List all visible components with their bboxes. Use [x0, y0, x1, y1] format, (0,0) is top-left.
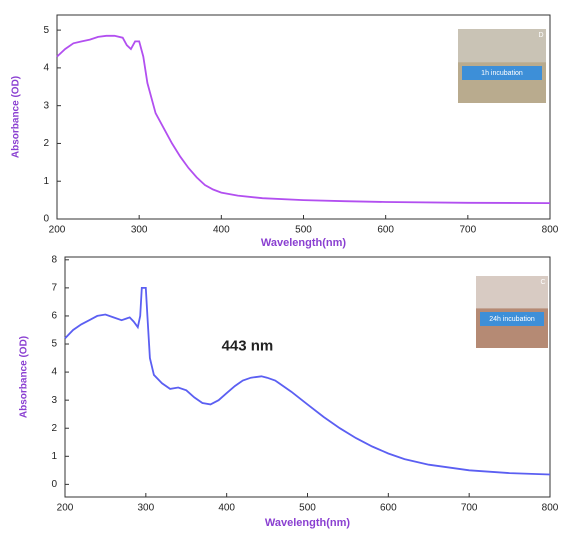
- x-tick-label: 800: [542, 225, 559, 236]
- x-tick-label: 600: [377, 225, 394, 236]
- data-line: [56, 34, 551, 204]
- y-tick-label: 4: [43, 63, 49, 74]
- x-axis-label: Wavelength(nm): [265, 517, 350, 529]
- x-tick-label: 200: [49, 225, 66, 236]
- x-tick-label: 500: [295, 225, 312, 236]
- peak-annotation: 443 nm: [222, 337, 274, 354]
- x-tick-label: 200: [57, 503, 74, 514]
- y-tick-label: 0: [51, 479, 57, 490]
- inset-band: [462, 66, 542, 80]
- x-tick-label: 700: [461, 503, 478, 514]
- data-line: [64, 287, 551, 476]
- y-axis-label: Absorbance (OD): [19, 336, 30, 418]
- inset-letter: C: [540, 279, 545, 286]
- y-tick-label: 2: [43, 138, 49, 149]
- y-tick-label: 3: [51, 395, 57, 406]
- y-tick-label: 0: [43, 214, 49, 225]
- inset-flask-top: [476, 276, 548, 309]
- y-tick-label: 2: [51, 423, 57, 434]
- y-tick-label: 3: [43, 100, 49, 111]
- y-tick-label: 4: [51, 367, 57, 378]
- x-tick-label: 300: [137, 503, 154, 514]
- y-tick-label: 8: [51, 254, 57, 265]
- inset-flask-top: [458, 29, 546, 63]
- x-tick-label: 800: [542, 503, 559, 514]
- y-tick-label: 5: [51, 339, 57, 350]
- x-tick-label: 400: [218, 503, 235, 514]
- y-tick-label: 1: [51, 451, 57, 462]
- inset-letter: D: [538, 32, 543, 39]
- inset-band: [480, 312, 544, 326]
- inset-label: 1h incubation: [481, 70, 523, 77]
- y-axis-label: Absorbance (OD): [11, 76, 22, 158]
- x-tick-label: 600: [380, 503, 397, 514]
- y-tick-label: 1: [43, 176, 49, 187]
- x-tick-label: 500: [299, 503, 316, 514]
- y-tick-label: 7: [51, 283, 57, 294]
- y-tick-label: 5: [43, 25, 49, 36]
- y-tick-label: 6: [51, 311, 57, 322]
- x-tick-label: 400: [213, 225, 230, 236]
- inset-label: 24h incubation: [489, 316, 535, 323]
- x-axis-label: Wavelength(nm): [261, 237, 346, 249]
- x-tick-label: 700: [459, 225, 476, 236]
- x-tick-label: 300: [131, 225, 148, 236]
